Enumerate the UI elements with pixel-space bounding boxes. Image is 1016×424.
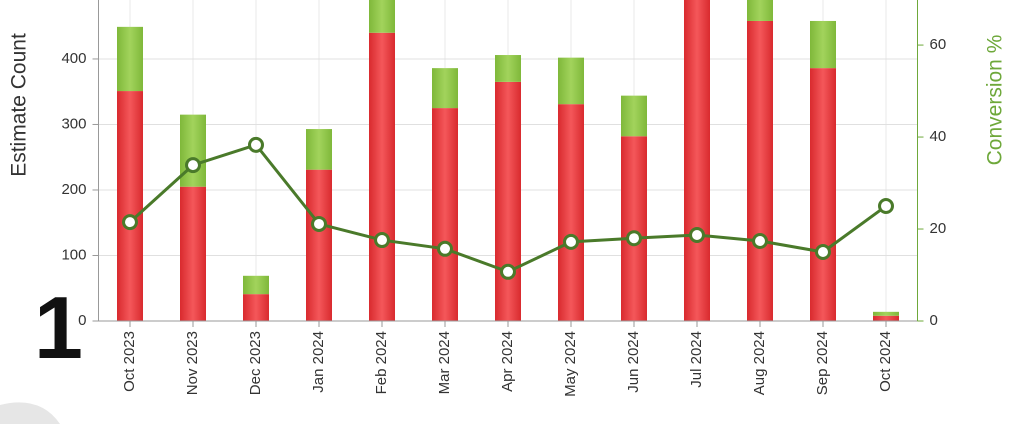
bar-segment: [306, 169, 332, 321]
x-tick-label: Nov 2023: [184, 331, 201, 395]
bar-segment: [432, 108, 458, 322]
y-axis-title: Estimate Count: [8, 33, 31, 177]
bar-segment: [558, 57, 584, 105]
x-tick-label: Jan 2024: [310, 331, 327, 393]
bar-segment: [369, 0, 395, 33]
bar-segment: [117, 26, 143, 92]
x-tick-label: Oct 2023: [121, 331, 138, 392]
line-marker: [311, 215, 327, 232]
y2-tick-label: 60: [930, 36, 947, 53]
line-marker: [248, 136, 264, 153]
y-tick-label: 200: [61, 181, 86, 198]
plot-area: [98, 0, 918, 322]
x-tick-label: Dec 2023: [247, 331, 264, 395]
bar-segment: [369, 32, 395, 322]
bar-segment: [180, 186, 206, 321]
y-tick-label: 400: [61, 50, 86, 67]
bar-segment: [495, 81, 521, 321]
line-marker: [752, 232, 768, 249]
bar-segment: [495, 55, 521, 82]
bar-segment: [684, 0, 710, 321]
bar-segment: [873, 311, 899, 316]
y2-axis-title: Conversion %: [984, 35, 1007, 166]
line-marker: [437, 240, 453, 257]
x-tick-label: Aug 2024: [751, 331, 768, 395]
bar-segment: [810, 20, 836, 69]
corner-shape: [0, 402, 60, 424]
line-marker: [563, 233, 579, 250]
line-marker: [185, 157, 201, 174]
line-marker: [689, 227, 705, 244]
x-tick-label: Apr 2024: [499, 331, 516, 392]
y-tick-label: 100: [61, 246, 86, 263]
y2-tick-label: 20: [930, 220, 947, 237]
x-tick-label: May 2024: [562, 331, 579, 397]
x-tick-label: Jun 2024: [625, 331, 642, 393]
x-tick-label: Oct 2024: [877, 331, 894, 392]
overlay-number: 1: [34, 278, 83, 377]
bar-segment: [747, 20, 773, 322]
bar-segment: [243, 275, 269, 295]
line-marker: [878, 198, 894, 215]
x-tick-label: Mar 2024: [436, 331, 453, 394]
bar-segment: [306, 129, 332, 170]
bar-segment: [180, 114, 206, 187]
bar-segment: [621, 95, 647, 137]
bar-segment: [558, 104, 584, 321]
bar-segment: [747, 0, 773, 21]
x-tick-label: Sep 2024: [814, 331, 831, 395]
line-marker: [626, 230, 642, 247]
bar-segment: [621, 136, 647, 321]
line-marker: [500, 263, 516, 280]
y-tick-label: 300: [61, 115, 86, 132]
x-tick-label: Jul 2024: [688, 331, 705, 388]
y2-tick-label: 0: [930, 312, 938, 329]
x-tick-label: Feb 2024: [373, 331, 390, 394]
bar-segment: [117, 91, 143, 322]
line-marker: [122, 214, 138, 231]
bar-segment: [243, 294, 269, 321]
y2-tick-label: 40: [930, 128, 947, 145]
bar-segment: [432, 68, 458, 109]
line-marker: [374, 232, 390, 249]
line-marker: [815, 244, 831, 261]
y-tick-label: 0: [78, 312, 86, 329]
bar-segment: [873, 315, 899, 321]
bar-segment: [810, 68, 836, 321]
